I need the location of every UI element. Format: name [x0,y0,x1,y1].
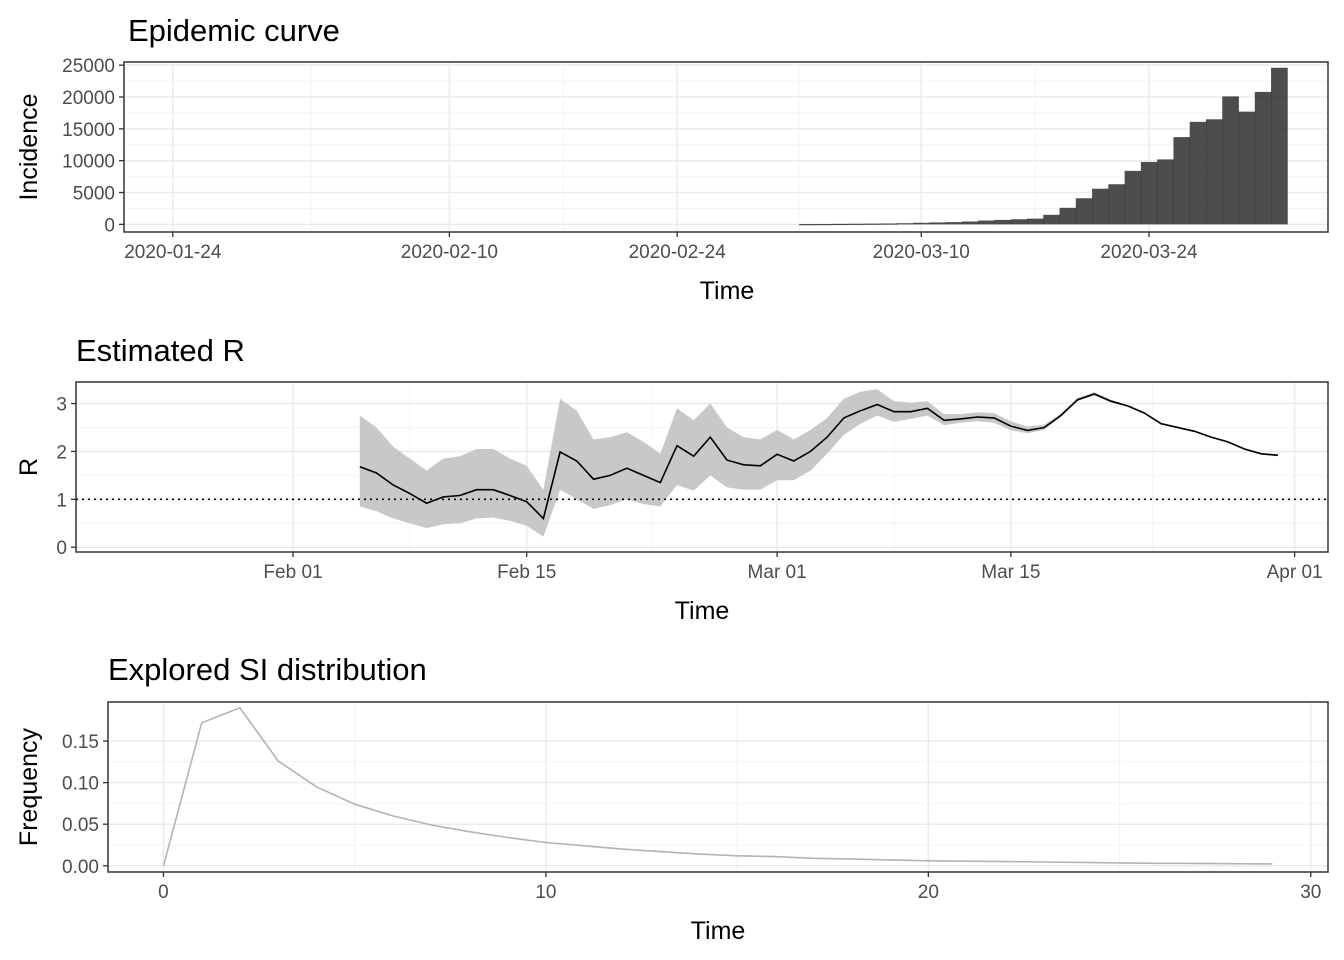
x-tick-label: Mar 15 [981,562,1040,583]
incidence-bar [880,223,898,225]
y-tick-label: 20000 [62,88,115,109]
epidemic-curve-y-axis-label: Incidence [15,93,43,200]
estimated-r-panel: Feb 01 Feb 15 Mar 01 Mar 15 Apr 01 0 1 2 3 Estim… [15,333,1329,625]
incidence-bar [961,221,979,225]
incidence-bar [799,224,816,226]
incidence-bar [1205,119,1223,225]
x-tick-label: 30 [1300,882,1321,903]
y-tick-label: 3 [56,395,67,416]
epidemic-curve-ticks: 2020-01-24 2020-02-10 2020-02-24 2020-03-10… [62,56,1198,263]
y-tick-label: 5000 [73,184,115,205]
estimated-r-y-axis-label: R [15,458,43,476]
incidence-bar [1271,67,1288,225]
y-tick-label: 0 [56,538,67,559]
incidence-bar [864,223,881,225]
x-tick-label: Mar 01 [748,562,807,583]
si-distribution-series [162,706,1273,867]
incidence-bar [1157,159,1174,225]
y-tick-label: 1 [56,490,67,511]
y-tick-label: 0.10 [62,774,99,795]
incidence-bar [945,222,963,225]
incidence-bar [815,223,833,226]
y-tick-label: 0.00 [62,857,99,878]
incidence-bar [1010,219,1028,225]
si-distribution-line [162,706,1273,867]
si-distribution-panel: 0 10 20 30 0.00 0.05 0.10 0.15 Explored SI dist… [15,652,1329,945]
x-tick-label: 2020-01-24 [124,242,222,263]
incidence-bar [913,222,930,225]
epidemic-curve-bars [799,67,1288,226]
incidence-bar [1043,214,1060,225]
epidemic-curve-gridlines [124,62,1328,232]
estimated-r-x-axis-label: Time [675,597,730,625]
epidemic-curve-x-axis-label: Time [700,277,755,305]
x-tick-label: 2020-03-10 [873,242,970,263]
estimated-r-frame [75,381,1329,553]
x-tick-label: 2020-03-24 [1100,242,1198,263]
incidence-bar [1027,218,1044,225]
incidence-bar [978,220,995,225]
si-distribution-x-axis-label: Time [691,917,746,945]
incidence-bar [1222,96,1239,225]
si-distribution-y-axis-label: Frequency [15,727,43,846]
incidence-bar [1189,121,1207,225]
estimated-r-ticks: Feb 01 Feb 15 Mar 01 Mar 15 Apr 01 0 1 2 3 [56,395,1322,583]
r-confidence-band [359,389,1278,537]
incidence-bar [1254,91,1272,225]
x-tick-label: Feb 01 [263,562,322,583]
epidemic-curve-panel: 2020-01-24 2020-02-10 2020-02-24 2020-03-10… [15,13,1329,305]
estimated-r-series [76,389,1328,537]
incidence-bar [994,219,1012,225]
si-distribution-frame [107,701,1329,873]
incidence-bar [929,222,947,225]
incidence-bar [1075,198,1093,225]
x-tick-label: 10 [535,882,556,903]
x-tick-label: 2020-02-10 [401,242,498,263]
incidence-bar [848,223,865,225]
x-tick-label: 0 [158,882,169,903]
r-mean-line [359,393,1278,521]
y-tick-label: 15000 [62,120,115,141]
incidence-bar [1059,207,1077,225]
incidence-bar [1173,137,1191,225]
x-tick-label: Feb 15 [497,562,556,583]
incidence-bar [1108,184,1126,225]
incidence-bar [831,223,849,226]
y-tick-label: 0.05 [62,815,99,836]
epidemic-curve-frame [123,61,1329,233]
y-tick-label: 10000 [62,152,115,173]
incidence-bar [896,223,914,225]
si-distribution-title: Explored SI distribution [108,652,427,687]
incidence-bar [1124,170,1142,225]
epidemic-curve-title: Epidemic curve [128,13,340,48]
y-tick-label: 0 [104,215,115,236]
estimated-r-title: Estimated R [76,333,245,368]
incidence-bar [1238,111,1256,225]
incidence-bar [1092,188,1109,225]
x-tick-label: Apr 01 [1267,562,1323,583]
y-tick-label: 25000 [62,56,115,77]
incidence-bar [1140,161,1158,225]
y-tick-label: 2 [56,442,67,463]
y-tick-label: 0.15 [62,732,99,753]
x-tick-label: 20 [918,882,939,903]
x-tick-label: 2020-02-24 [629,242,727,263]
si-distribution-ticks: 0 10 20 30 0.00 0.05 0.10 0.15 [62,732,1321,903]
